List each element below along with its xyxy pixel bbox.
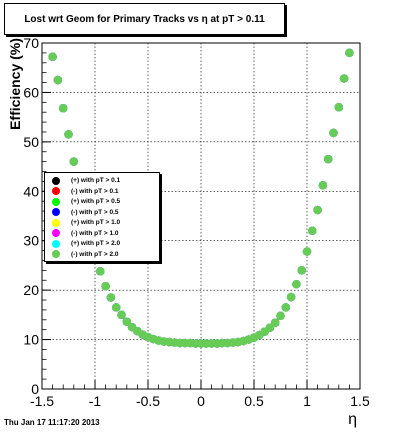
- legend-entry: (-) with pT > 2.0: [45, 250, 159, 260]
- chart-title: Lost wrt Geom for Primary Tracks vs η at…: [4, 3, 285, 35]
- legend-label: (+) with pT > 2.0: [71, 240, 121, 247]
- y-tick-label: 70: [23, 35, 39, 51]
- data-point: [324, 154, 333, 164]
- y-tick-label: 10: [23, 332, 39, 348]
- data-point: [48, 52, 57, 62]
- legend-marker: [52, 187, 60, 195]
- legend-label: (-) with pT > 2.0: [71, 250, 119, 258]
- legend-marker: [52, 239, 60, 248]
- data-point: [302, 247, 312, 256]
- x-tick-label: -1.5: [30, 393, 54, 409]
- legend-entry: (-) with pT > 1.0: [45, 229, 159, 239]
- data-point: [286, 292, 296, 302]
- legend-entry: (+) with pT > 2.0: [45, 239, 159, 249]
- data-point: [281, 303, 290, 312]
- data-point: [265, 323, 275, 332]
- legend-entry: (+) with pT > 0.5: [45, 197, 159, 207]
- y-tick-label: 50: [23, 134, 39, 150]
- data-point: [297, 266, 306, 275]
- timestamp: Thu Jan 17 11:17:20 2013: [4, 418, 100, 427]
- data-point: [122, 317, 131, 326]
- legend-label: (+) with pT > 0.1: [71, 177, 121, 184]
- legend-marker: [52, 176, 60, 185]
- legend: (+) with pT > 0.1 (-) with pT > 0.1 (+) wi…: [44, 172, 160, 262]
- legend-marker: [52, 250, 60, 258]
- data-point: [334, 103, 343, 112]
- y-tick-label: 60: [23, 84, 39, 100]
- x-tick-labels: -1.5 -1 -0.5 0 0.5 1 1.5: [30, 393, 370, 409]
- legend-entry: (+) with pT > 1.0: [45, 218, 159, 228]
- y-tick-label: 30: [23, 233, 39, 249]
- data-point: [117, 310, 126, 320]
- data-point: [292, 280, 301, 289]
- legend-entry: (+) with pT > 0.1: [45, 176, 159, 186]
- x-tick-label: 1.5: [350, 393, 370, 409]
- legend-label: (+) with pT > 0.5: [71, 198, 121, 205]
- legend-label: (+) with pT > 1.0: [71, 219, 121, 226]
- data-point: [69, 157, 79, 166]
- x-tick-label: -1: [89, 393, 102, 409]
- data-point: [64, 130, 73, 139]
- data-point: [112, 303, 121, 312]
- legend-label: (-) with pT > 0.1: [71, 187, 119, 195]
- data-point: [101, 281, 110, 291]
- data-point: [96, 267, 105, 276]
- legend-marker: [52, 208, 60, 216]
- data-point: [313, 205, 322, 215]
- legend-entry: (-) with pT > 0.5: [45, 208, 159, 218]
- data-markers: [48, 48, 354, 348]
- data-point: [318, 181, 328, 190]
- y-tick-labels: 0 10 20 30 40 50 60 70: [23, 35, 39, 397]
- data-point: [308, 226, 317, 236]
- y-axis-label: Efficiency (%): [7, 38, 23, 130]
- legend-label: (-) with pT > 0.5: [71, 208, 119, 216]
- data-point: [276, 311, 285, 321]
- x-tick-label: 1: [303, 393, 311, 409]
- legend-marker: [52, 229, 60, 237]
- data-point: [339, 74, 349, 83]
- x-tick-label: 0.5: [244, 393, 264, 409]
- legend-marker: [52, 197, 60, 206]
- data-point: [329, 128, 338, 138]
- data-point: [345, 48, 354, 58]
- legend-label: (-) with pT > 1.0: [71, 229, 119, 237]
- legend-marker: [52, 218, 60, 227]
- legend-entry: (-) with pT > 0.1: [45, 187, 159, 197]
- x-tick-label: 0: [197, 393, 205, 409]
- data-point: [59, 104, 68, 113]
- y-tick-label: 40: [23, 183, 39, 199]
- x-axis-label: η: [348, 411, 357, 428]
- data-point: [53, 75, 63, 85]
- y-tick-label: 20: [23, 282, 39, 298]
- x-tick-label: -0.5: [136, 393, 160, 409]
- data-point: [106, 293, 116, 302]
- data-point: [271, 318, 280, 327]
- chart-title-text: Lost wrt Geom for Primary Tracks vs η at…: [24, 13, 265, 25]
- y-tick-label: 0: [31, 381, 39, 397]
